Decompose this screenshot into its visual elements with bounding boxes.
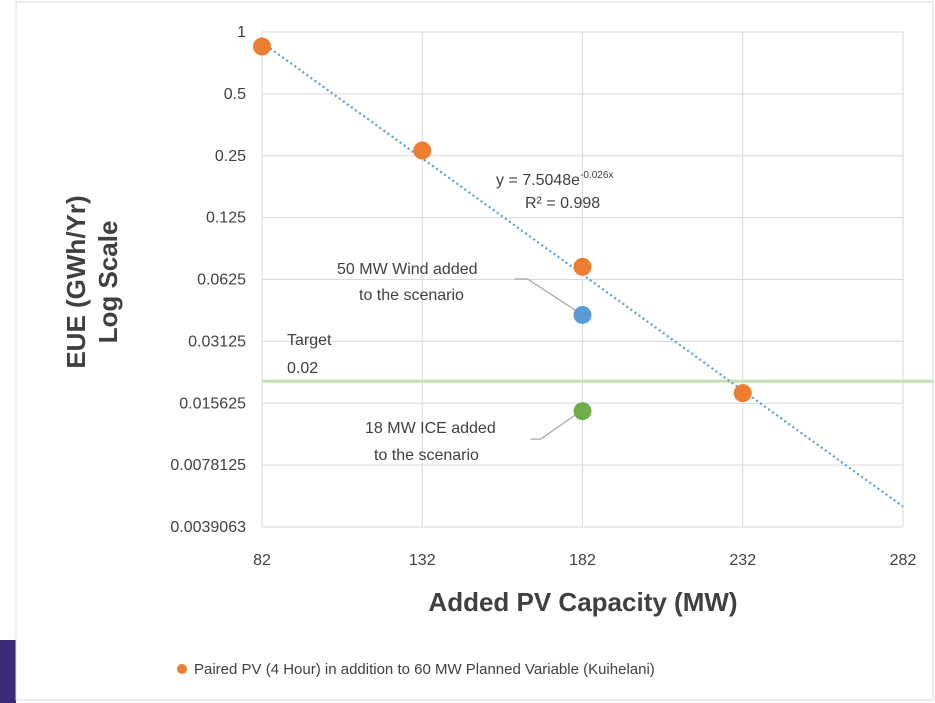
y-tick-label: 0.0078125 bbox=[170, 457, 246, 474]
trendline-equation: y = 7.5048e-0.026x bbox=[496, 170, 613, 189]
series-point-82 bbox=[253, 37, 271, 56]
gridlines bbox=[261, 31, 904, 528]
x-tick-label: 182 bbox=[569, 552, 596, 569]
y-tick-label: 0.25 bbox=[215, 148, 246, 165]
trendline-equation-exponent: -0.026x bbox=[580, 170, 613, 181]
x-tick-labels: 82 132 182 232 282 bbox=[253, 552, 916, 569]
target-label: Target bbox=[287, 332, 332, 349]
y-tick-label: 1 bbox=[237, 24, 246, 41]
x-tick-label: 282 bbox=[890, 552, 917, 569]
y-axis-title-line-1: EUE (GWh/Yr) bbox=[61, 195, 91, 368]
target-value-label: 0.02 bbox=[287, 360, 318, 377]
wind-annotation-leader bbox=[514, 278, 577, 312]
chart-border bbox=[15, 1, 934, 701]
y-tick-labels: 1 0.5 0.25 0.125 0.0625 0.03125 0.015625 0.0078… bbox=[170, 24, 246, 536]
legend-label: Paired PV (4 Hour) in addition to 60 MW … bbox=[194, 661, 655, 678]
y-tick-label: 0.0625 bbox=[197, 272, 246, 289]
x-tick-label: 232 bbox=[729, 552, 756, 569]
ice-annotation-line-2: to the scenario bbox=[374, 447, 479, 464]
ice-annotation-leader bbox=[530, 413, 577, 440]
trendline-r-squared: R² = 0.998 bbox=[525, 195, 600, 212]
y-tick-label: 0.015625 bbox=[179, 395, 246, 412]
wind-annotation-line-2: to the scenario bbox=[359, 287, 464, 304]
x-tick-label: 82 bbox=[253, 552, 271, 569]
y-tick-label: 0.5 bbox=[224, 86, 246, 103]
series-point-182 bbox=[573, 257, 592, 276]
y-axis-title-line-2: Log Scale bbox=[93, 221, 123, 344]
wind-annotation-line-1: 50 MW Wind added bbox=[337, 261, 478, 278]
y-tick-label: 0.03125 bbox=[188, 333, 246, 350]
y-tick-label: 0.0039063 bbox=[170, 519, 246, 536]
ice-annotation-line-1: 18 MW ICE added bbox=[365, 420, 496, 437]
series-point-132 bbox=[413, 141, 432, 160]
ice-point bbox=[573, 402, 592, 421]
x-tick-label: 132 bbox=[409, 552, 436, 569]
annotation-leaders bbox=[514, 278, 577, 440]
wind-point bbox=[573, 305, 592, 324]
legend-marker bbox=[177, 664, 187, 674]
corner-accent bbox=[0, 640, 16, 703]
trendline-equation-base: y = 7.5048e bbox=[496, 172, 580, 189]
x-axis-title: Added PV Capacity (MW) bbox=[428, 587, 737, 617]
series-point-232 bbox=[733, 384, 752, 403]
y-tick-label: 0.125 bbox=[206, 210, 246, 227]
data-points bbox=[253, 37, 752, 421]
